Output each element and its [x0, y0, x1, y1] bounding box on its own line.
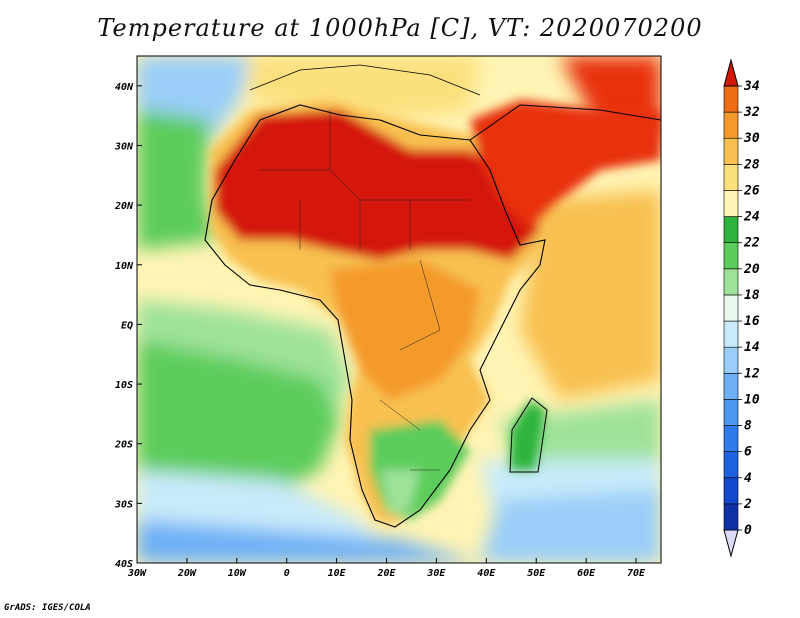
colorbar-swatch [723, 190, 739, 217]
colorbar-label: 8 [744, 419, 752, 434]
colorbar-label: 4 [744, 471, 752, 486]
colorbar-label: 14 [744, 340, 760, 355]
lon-tick-label: 10E [328, 568, 347, 579]
colorbar-swatch [723, 268, 739, 296]
map-title: Temperature at 1000hPa [C], VT: 20200702… [97, 14, 703, 42]
colorbar-label: 6 [744, 445, 752, 460]
colorbar-label: 10 [744, 392, 760, 407]
lat-tick-label: 20S [114, 440, 133, 451]
colorbar-label: 32 [743, 105, 760, 120]
colorbar-swatch [723, 242, 739, 270]
colorbar-swatch [723, 111, 739, 139]
colorbar-label: 26 [743, 183, 760, 198]
lat-tick-label: 10N [115, 261, 134, 272]
lat-tick-label: 30S [114, 499, 133, 510]
colorbar-swatch [723, 216, 739, 244]
colorbar-label: 16 [744, 314, 760, 329]
colorbar-label: 20 [743, 262, 760, 277]
colorbar-swatch [723, 137, 739, 165]
colorbar-over-arrow [723, 58, 739, 87]
lat-tick-label: 40S [115, 559, 133, 570]
colorbar-label: 28 [743, 157, 760, 172]
axis-ticks: 30W 20W 10W 0 10E 20E 30E 40E 50E 60E 70E 40S 30S 20S… [114, 82, 646, 579]
colorbar-label: 18 [744, 288, 760, 303]
colorbar-label: 0 [744, 523, 752, 538]
colorbar-swatch [723, 477, 739, 505]
colorbar-swatch [723, 320, 739, 348]
colorbar-swatch [723, 85, 739, 113]
lat-tick-label: 40N [115, 82, 134, 93]
lon-tick-label: 20E [376, 568, 396, 579]
lon-tick-label: 30W [127, 568, 147, 579]
lon-tick-label: 30E [426, 568, 446, 579]
colorbar-label: 30 [743, 131, 760, 146]
lon-tick-label: 10W [228, 568, 247, 579]
temperature-field [137, 56, 661, 563]
map-frame [136, 55, 662, 564]
colorbar-label: 2 [743, 497, 752, 512]
colorbar-swatch [723, 399, 739, 426]
lon-tick-label: 40E [477, 568, 496, 579]
colorbar-swatch [723, 346, 739, 374]
colorbar-swatch [723, 451, 739, 479]
lat-tick-label: EQ [121, 320, 133, 331]
lon-tick-label: 0 [284, 568, 290, 579]
colorbar-label: 24 [743, 210, 760, 225]
colorbar-swatch [723, 503, 739, 531]
lon-tick-label: 50E [527, 568, 546, 579]
colorbar-swatch [723, 425, 739, 452]
colorbar-swatch [723, 372, 739, 400]
colorbar-under-arrow [723, 529, 739, 558]
lon-tick-label: 60E [577, 568, 596, 579]
lat-tick-label: 10S [115, 380, 133, 391]
lon-tick-label: 70E [627, 568, 646, 579]
grads-credit: GrADS: IGES/COLA [4, 603, 91, 613]
colorbar-swatch [723, 164, 739, 191]
colorbar-swatch [723, 294, 739, 322]
lon-tick-label: 20W [177, 568, 197, 579]
colorbar-label: 34 [743, 79, 760, 94]
colorbar-label: 12 [744, 366, 760, 381]
lat-tick-label: 30N [114, 141, 134, 152]
colorbar-label: 22 [743, 236, 760, 251]
lat-tick-label: 20N [114, 201, 134, 212]
